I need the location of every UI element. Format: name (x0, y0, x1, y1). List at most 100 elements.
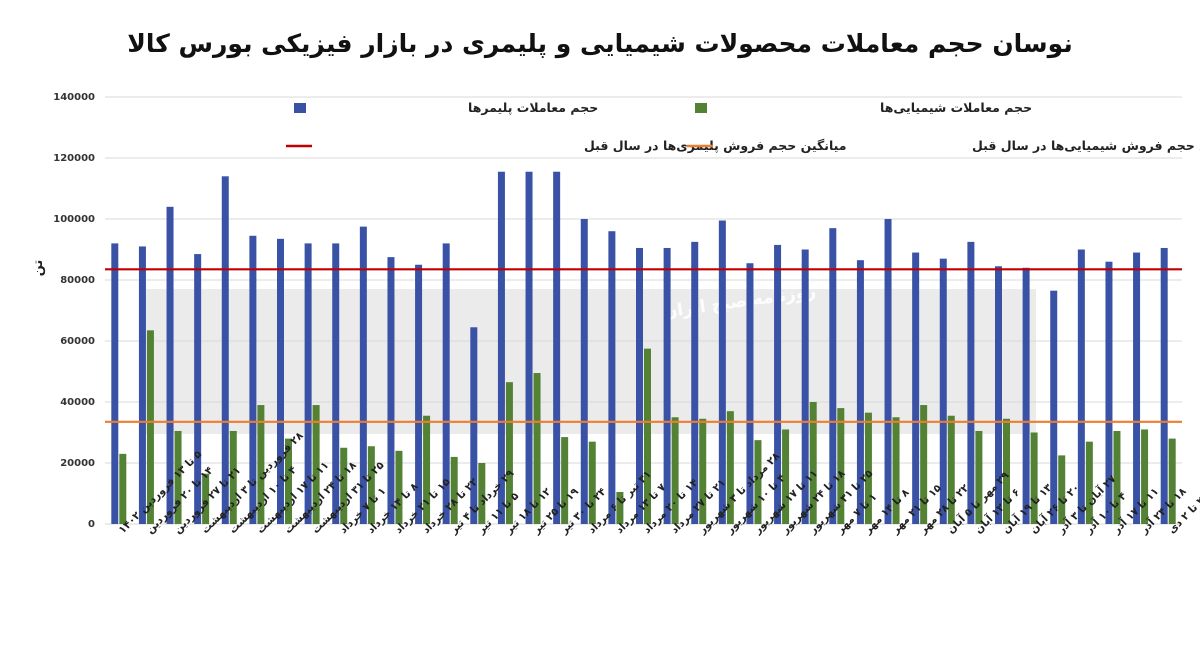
legend-label: میانگین حجم فروش شیمیایی‌ها در سال قبل (972, 138, 1200, 153)
bar-polymer (746, 263, 754, 524)
bar-chemical (423, 415, 431, 524)
chart-title: نوسان حجم معاملات محصولات شیمیایی و پلیم… (127, 29, 1072, 59)
legend-label: میانگین حجم فروش پلیمری‌ها در سال قبل (584, 138, 847, 153)
bar-chemical (505, 382, 513, 524)
bar-chemical (119, 453, 127, 524)
legend-ref-polymer: میانگین حجم فروش پلیمری‌ها در سال قبل (286, 138, 847, 153)
bar-polymer (497, 171, 505, 524)
bar-chemical (174, 430, 182, 524)
bar-chemical (395, 450, 403, 524)
bar-chemical (920, 405, 928, 524)
bar-polymer (912, 252, 920, 525)
legend-label: حجم معاملات پلیمرها (468, 100, 598, 115)
bar-polymer (525, 171, 533, 524)
legend-label: حجم معاملات شیمیایی‌ها (880, 100, 1032, 115)
bar-chemical (726, 411, 734, 524)
bar-polymer (1105, 261, 1113, 524)
bar-polymer (249, 235, 257, 524)
bar-chemical (754, 440, 762, 524)
watermark: روزنامه صبح ایران (140, 281, 1036, 434)
bar-chemical (782, 429, 790, 524)
bar-polymer (691, 241, 699, 524)
bar-chemical (616, 491, 624, 524)
bar-polymer (277, 238, 284, 524)
bar-chemical (588, 441, 596, 524)
legend-swatch (294, 103, 306, 113)
bar-polymer (194, 254, 202, 524)
bar-chemical (975, 430, 983, 524)
bar-polymer (304, 243, 312, 524)
legend-polymer: حجم معاملات پلیمرها (294, 100, 598, 115)
bar-polymer (856, 260, 864, 524)
bar-polymer (1077, 249, 1085, 524)
y-tick-label: 20000 (60, 458, 95, 469)
bar-polymer (221, 176, 229, 525)
bar-polymer (387, 257, 395, 524)
reference-lines (105, 268, 1182, 423)
y-tick-label: 60000 (60, 336, 95, 347)
bar-polymer (166, 206, 174, 525)
bar-chemical (671, 417, 679, 524)
bar-polymer (1160, 247, 1168, 524)
bar-chemical (644, 348, 651, 524)
y-tick-label: 0 (88, 519, 95, 530)
bar-chemical (699, 418, 707, 524)
bar-polymer (332, 243, 340, 524)
y-tick-label: 80000 (60, 275, 95, 286)
bar-chemical (1085, 441, 1093, 524)
bar-chemical (478, 463, 486, 524)
bar-polymer (1050, 290, 1058, 524)
bar-polymer (774, 244, 782, 525)
bar-chemical (533, 373, 541, 524)
bar-polymer (1133, 252, 1141, 525)
bar-polymer (111, 243, 119, 524)
y-axis-label: تن (31, 260, 46, 277)
bar-polymer (995, 266, 1002, 524)
bar-polymer (359, 226, 367, 524)
bar-chemical (1058, 455, 1066, 524)
y-tick-label: 120000 (53, 153, 95, 164)
y-axis-ticks: 0 20000 40000 60000 80000 100000 120000 140000 (53, 92, 95, 530)
bar-chemical (367, 446, 375, 524)
bar-chemical (229, 430, 237, 524)
bar-chemical (146, 330, 154, 524)
bar-chemical (864, 412, 872, 524)
bar-polymer (470, 327, 478, 524)
bar-polymer (718, 220, 726, 524)
y-tick-label: 140000 (53, 92, 95, 103)
bar-chemical (450, 456, 458, 524)
bar-chemical (561, 437, 569, 524)
bar-polymer (801, 249, 809, 524)
watermark-band (140, 289, 1036, 434)
bar-polymer (884, 219, 892, 524)
bar-chemical (202, 473, 210, 524)
bar-polymer (608, 231, 616, 524)
bar-chemical (947, 415, 955, 524)
y-tick-label: 100000 (53, 214, 95, 225)
bar-chemical (892, 417, 900, 524)
legend-swatch (695, 103, 707, 113)
legend: حجم معاملات پلیمرها حجم معاملات شیمیایی‌ه… (286, 100, 1200, 153)
bar-chemical (1003, 418, 1010, 524)
bar-chemical (312, 405, 320, 524)
legend-chemical: حجم معاملات شیمیایی‌ها (695, 100, 1032, 115)
bar-polymer (553, 171, 561, 524)
bar-chemical (809, 402, 817, 524)
bars (111, 171, 1176, 525)
bar-polymer (636, 247, 643, 524)
bar-chemical (1141, 429, 1149, 524)
bar-chemical (340, 447, 348, 524)
bar-polymer (580, 219, 588, 524)
bar-polymer (138, 246, 146, 524)
bar-chemical (1030, 432, 1038, 524)
bar-chemical (285, 438, 292, 524)
bar-chemical (837, 408, 845, 524)
grid-lines (105, 96, 1182, 525)
legend-ref-chemical: میانگین حجم فروش شیمیایی‌ها در سال قبل (687, 138, 1200, 153)
bar-polymer (829, 228, 837, 524)
bar-polymer (442, 243, 450, 524)
bar-chemical (1113, 430, 1121, 524)
bar-chemical (1168, 438, 1176, 524)
